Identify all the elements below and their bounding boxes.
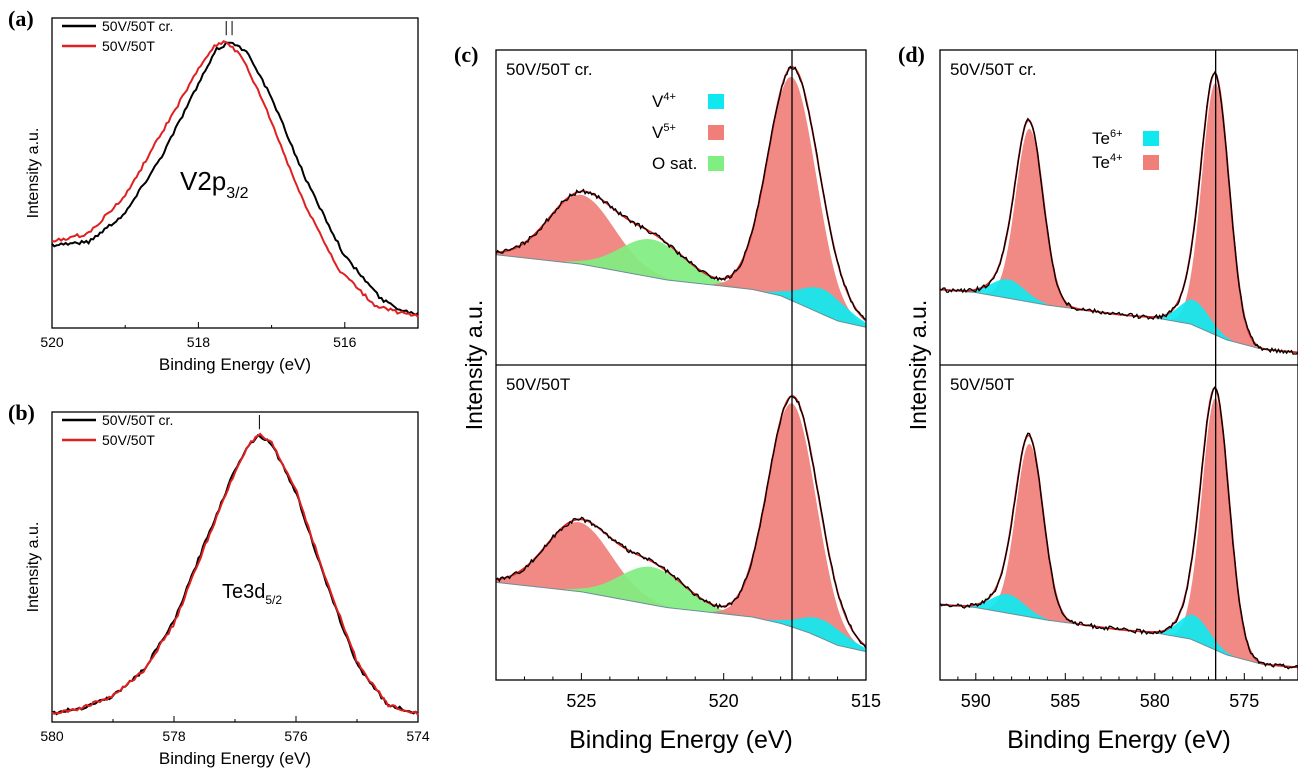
y-axis-label: Intensity a.u. xyxy=(25,522,42,613)
measured-data-line xyxy=(495,65,867,320)
panel-c: 50V/50T cr. 50V/50T 525 520 515 Binding Energ… xyxy=(454,42,881,754)
series-line-asprep xyxy=(51,432,419,716)
subplot-label: 50V/50T xyxy=(506,375,570,394)
measured-data-line xyxy=(495,395,867,649)
legend-swatch xyxy=(1143,131,1159,146)
fit-component-te6 xyxy=(1156,614,1233,657)
fit-component-v5 xyxy=(712,76,866,328)
plot-frame xyxy=(51,17,419,329)
fit-component-te4 xyxy=(985,128,1074,309)
x-tick-label: 518 xyxy=(187,334,211,350)
x-axis-label: Binding Energy (eV) xyxy=(1007,726,1231,754)
legend-label: 50V/50T cr. xyxy=(102,412,173,428)
fit-envelope-line xyxy=(939,387,1298,669)
fit-component-te6 xyxy=(1156,299,1233,342)
subplot-label: 50V/50T xyxy=(950,375,1014,394)
fit-component-v5 xyxy=(712,403,866,652)
legend-label: V4+ xyxy=(652,91,676,111)
legend-label: O sat. xyxy=(652,154,697,173)
peak-annotation: Te3d5/2 xyxy=(222,581,282,607)
measured-data-line xyxy=(939,385,1298,670)
panel-label: (d) xyxy=(898,42,925,67)
legend-swatch xyxy=(708,94,724,109)
panel-b: 580 578 576 574 Binding Energy (eV) Intensity… xyxy=(8,400,430,768)
legend-label: 50V/50T xyxy=(102,432,155,448)
x-tick-label: 585 xyxy=(1050,691,1080,711)
panel-label: (b) xyxy=(8,400,35,425)
x-tick-label: 590 xyxy=(961,691,991,711)
legend-label: V5+ xyxy=(652,122,676,142)
panel-d: 50V/50T cr. 50V/50T 590 585 580 575 Binding En… xyxy=(898,42,1298,754)
x-tick-label: 525 xyxy=(566,691,596,711)
x-tick-label: 516 xyxy=(333,334,357,350)
x-tick-label: 575 xyxy=(1229,691,1259,711)
fit-component-osat xyxy=(564,239,740,289)
peak-annotation: V2p3/2 xyxy=(180,166,249,202)
subplot-cr: 50V/50T cr. xyxy=(495,60,867,328)
x-tick-label: 574 xyxy=(406,728,430,744)
x-tick-label: 520 xyxy=(709,691,739,711)
x-tick-label: 515 xyxy=(851,691,881,711)
fit-component-osat xyxy=(564,566,740,616)
y-axis-label: Intensity a.u. xyxy=(905,300,931,430)
series-line-asprep xyxy=(51,40,419,318)
subplot-asprep: 50V/50T xyxy=(939,375,1298,670)
legend-swatch xyxy=(708,125,724,140)
legend-label: Te6+ xyxy=(1092,128,1123,148)
background-line xyxy=(495,581,867,653)
x-axis-label: Binding Energy (eV) xyxy=(569,726,793,754)
fit-component-v4 xyxy=(768,617,866,652)
x-tick-label: 580 xyxy=(1140,691,1170,711)
legend-label: 50V/50T cr. xyxy=(102,18,173,34)
series-line-cr xyxy=(51,41,419,316)
fit-component-te6 xyxy=(967,594,1048,621)
fit-envelope-line xyxy=(939,72,1298,354)
subplot-label: 50V/50T cr. xyxy=(950,60,1037,79)
legend-swatch xyxy=(708,156,724,171)
x-axis-label: Binding Energy (eV) xyxy=(159,355,311,374)
x-tick-label: 580 xyxy=(40,728,64,744)
background-line xyxy=(495,254,867,328)
fit-component-te6 xyxy=(967,279,1048,306)
y-axis-label: Intensity a.u. xyxy=(461,300,487,430)
legend-label: 50V/50T xyxy=(102,38,155,54)
fit-component-v4 xyxy=(765,287,866,328)
subplot-asprep: 50V/50T xyxy=(495,375,867,653)
x-tick-label: 578 xyxy=(162,728,186,744)
legend-swatch xyxy=(1143,155,1159,170)
subplot-cr: 50V/50T cr. xyxy=(939,60,1298,355)
x-axis-label: Binding Energy (eV) xyxy=(159,749,311,768)
y-axis-label: Intensity a.u. xyxy=(25,128,42,219)
panel-label: (a) xyxy=(8,6,34,31)
panel-label: (c) xyxy=(454,42,478,67)
plot-frame xyxy=(51,411,419,723)
subplot-label: 50V/50T cr. xyxy=(506,60,593,79)
panel-a: 520 518 516 Binding Energy (eV) Intensity a.… xyxy=(8,6,419,374)
legend-label: Te4+ xyxy=(1092,152,1123,172)
measured-data-line xyxy=(939,70,1298,355)
fit-component-te4 xyxy=(985,443,1074,624)
x-tick-label: 520 xyxy=(40,334,64,350)
x-tick-label: 576 xyxy=(284,728,308,744)
